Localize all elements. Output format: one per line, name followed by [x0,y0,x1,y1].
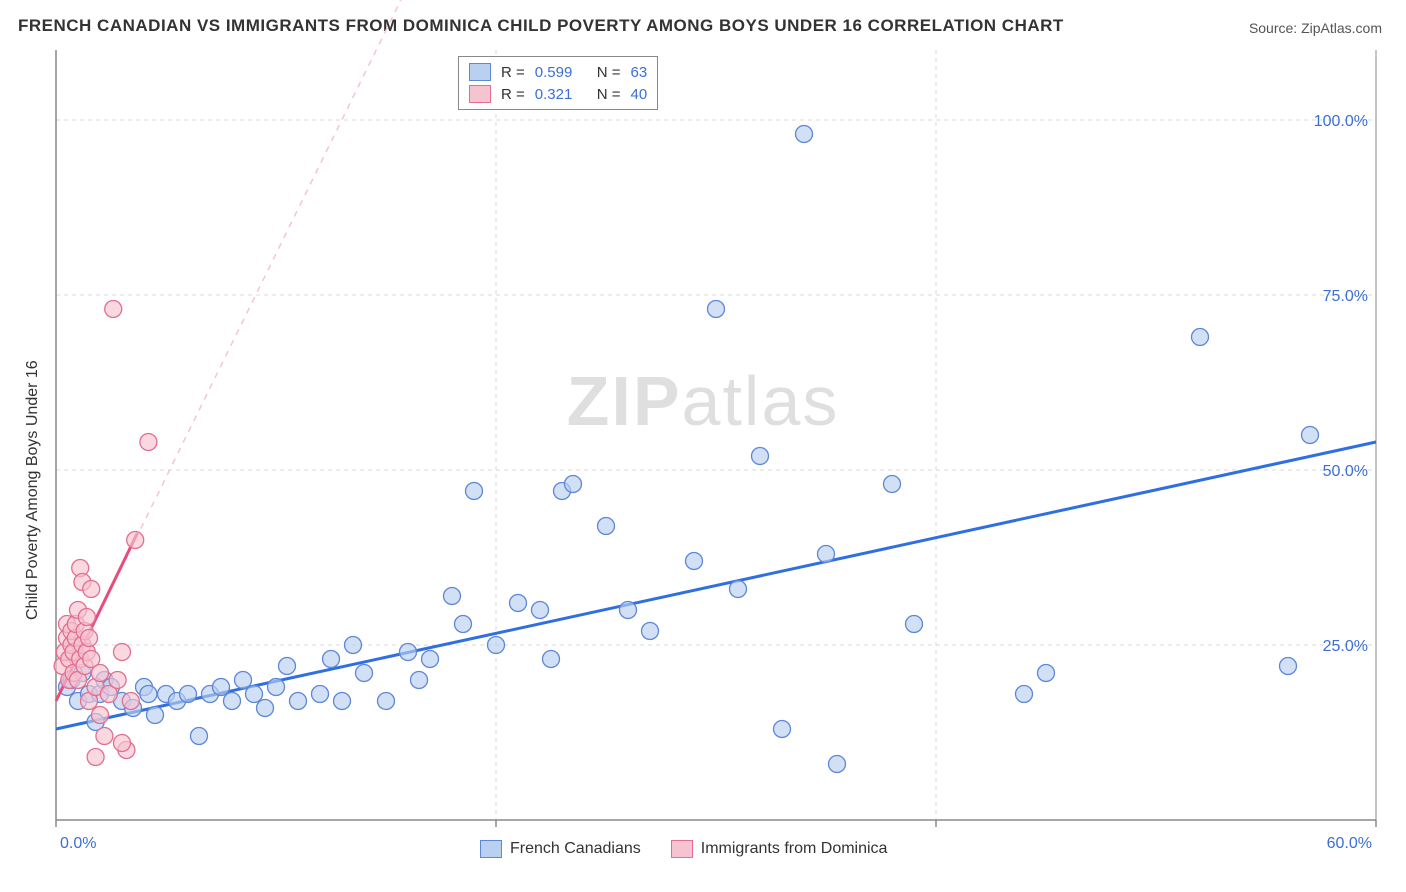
legend-series-item: French Canadians [480,840,641,858]
legend-series-label: French Canadians [510,840,641,858]
svg-text:75.0%: 75.0% [1323,288,1368,305]
legend-n-value: 63 [631,64,648,81]
legend-correlation-row: R = 0.321 N = 40 [469,83,647,105]
legend-n-label: N = [597,64,621,81]
scatter-plot: 25.0% 50.0% 75.0% 100.0% 0.0% 60.0% [0,0,1406,892]
legend-correlation-row: R = 0.599 N = 63 [469,61,647,83]
legend-r-value: 0.599 [535,64,587,81]
svg-text:25.0%: 25.0% [1323,638,1368,655]
legend-r-value: 0.321 [535,86,587,103]
svg-text:0.0%: 0.0% [60,835,96,852]
svg-text:100.0%: 100.0% [1314,113,1368,130]
legend-correlation: R = 0.599 N = 63 R = 0.321 N = 40 [458,56,658,110]
legend-r-label: R = [501,86,525,103]
legend-n-value: 40 [631,86,648,103]
legend-r-label: R = [501,64,525,81]
legend-swatch [480,840,502,858]
legend-swatch [469,85,491,103]
legend-series-label: Immigrants from Dominica [701,840,888,858]
legend-swatch [469,63,491,81]
legend-n-label: N = [597,86,621,103]
svg-text:50.0%: 50.0% [1323,463,1368,480]
legend-series: French Canadians Immigrants from Dominica [480,840,887,858]
legend-series-item: Immigrants from Dominica [671,840,888,858]
svg-text:60.0%: 60.0% [1327,835,1372,852]
legend-swatch [671,840,693,858]
